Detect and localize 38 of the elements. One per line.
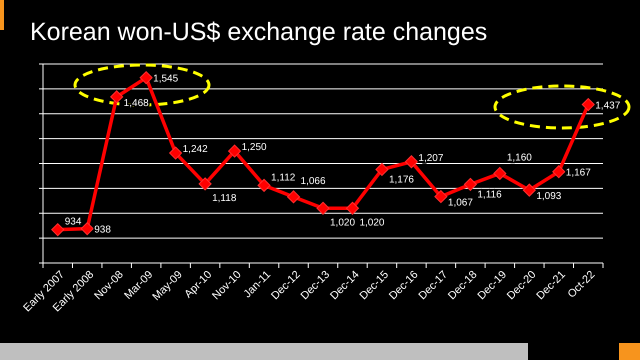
point (140, 71, 153, 84)
data-label: 1,066 (300, 176, 326, 187)
data-label: 1,437 (595, 100, 621, 112)
point (228, 144, 242, 158)
chart-title: Korean won-US$ exchange rate changes (30, 18, 488, 46)
data-label: 1,020 (359, 217, 385, 228)
point (552, 165, 566, 178)
data-label: 1,112 (271, 172, 296, 184)
data-label: 1,167 (566, 168, 592, 179)
point (287, 190, 300, 204)
point (316, 202, 330, 215)
data-label: 1,020 (330, 217, 356, 228)
point (80, 222, 94, 236)
data-label: 1,545 (153, 74, 179, 85)
point (493, 166, 506, 180)
data-label: 1,160 (506, 152, 532, 164)
point (375, 162, 388, 176)
data-label: 1,250 (242, 142, 268, 154)
point (198, 177, 212, 190)
point (522, 184, 536, 197)
point (258, 178, 271, 192)
point (346, 202, 359, 215)
data-label: 1,176 (388, 174, 414, 186)
data-label: 1,207 (418, 152, 444, 164)
point (110, 90, 124, 104)
point (51, 223, 64, 236)
point (582, 98, 595, 112)
data-label: 1,242 (182, 144, 208, 156)
point (434, 190, 448, 204)
data-label: 1,093 (536, 191, 562, 202)
data-label: 938 (94, 224, 112, 236)
data-label: 1,067 (448, 198, 474, 209)
data-label: 1,118 (212, 192, 237, 204)
data-label: 934 (64, 216, 82, 228)
point (169, 146, 182, 160)
data-label: 1,116 (477, 189, 502, 200)
point (404, 155, 418, 168)
point (464, 178, 477, 191)
